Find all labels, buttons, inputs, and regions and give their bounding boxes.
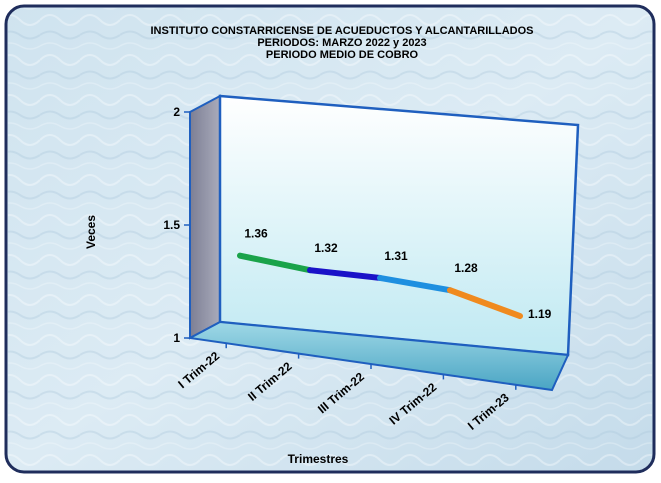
title-line-1: INSTITUTO CONSTARRICENSE DE ACUEDUCTOS Y… [151,25,534,37]
chart-title: INSTITUTO CONSTARRICENSE DE ACUEDUCTOS Y… [151,25,534,61]
data-label: 1.28 [454,261,478,275]
data-label: 1.36 [244,227,268,241]
series-segment [307,267,383,281]
series-segment [237,252,313,274]
y-axis-title: Veces [84,215,98,249]
y-tick-label: 2 [173,105,180,119]
back-wall [218,94,580,357]
x-axis-title: Trimestres [288,452,349,466]
series-segment [447,287,523,320]
side-wall [189,94,221,340]
series-line [237,252,523,320]
y-tick-label: 1.5 [163,218,180,232]
data-label: 1.32 [314,241,338,255]
y-tick-label: 1 [173,331,180,345]
title-line-2: PERIODOS: MARZO 2022 y 2023 [257,37,426,49]
data-label: 1.19 [528,307,552,321]
floor [186,320,570,392]
series-segment [377,274,453,294]
data-labels: 1.36 1.32 1.31 1.28 1.19 [244,227,551,321]
y-axis-ticks: 11.52 [163,105,190,345]
data-label: 1.31 [384,249,408,263]
title-line-3: PERIODO MEDIO DE COBRO [266,49,419,61]
